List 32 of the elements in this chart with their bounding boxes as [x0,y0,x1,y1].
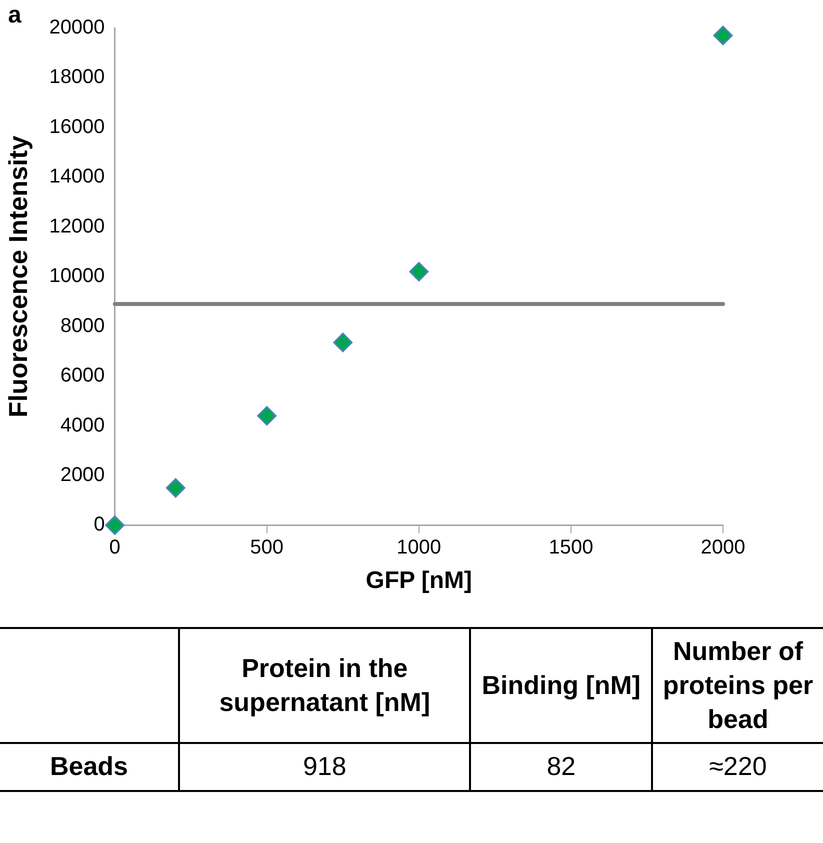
y-tick-label: 14000 [49,166,105,188]
text: Protein in the supernatant [nM] [179,628,470,744]
point [105,515,125,535]
x-tick-label: 0 [109,536,120,559]
y-tick-label: 18000 [49,66,105,88]
y-tick-label: 12000 [49,215,105,238]
y-tick-label: 4000 [60,414,105,436]
x-tick-label: 1500 [548,536,594,559]
y-tick-label: 8000 [60,314,105,337]
x-axis-title: GFP [nM] [366,567,472,594]
point [333,332,353,352]
x-tick-label: 1000 [396,536,442,559]
point [713,26,733,46]
y-tick-label: 10000 [49,265,105,288]
y-tick-label: 16000 [49,116,105,138]
y-tick-label: 6000 [60,364,105,387]
text: 918 [179,743,470,792]
point [166,478,186,498]
x-tick-label: 2000 [700,536,746,559]
chart-title: a [8,2,22,29]
x-tick-label: 500 [250,536,284,559]
y-tick-label: 2000 [60,464,105,486]
text: 82 [470,743,652,792]
text: Binding [nM] [470,628,652,744]
y-axis-title: Fluorescence Intensity [2,135,33,418]
text: Beads [0,743,179,792]
point [257,406,277,426]
text: ≈220 [652,743,823,792]
point [409,262,429,282]
text: Number of proteins per bead [652,628,823,744]
y-tick-label: 0 [94,514,105,536]
y-tick-label: 20000 [49,16,105,39]
